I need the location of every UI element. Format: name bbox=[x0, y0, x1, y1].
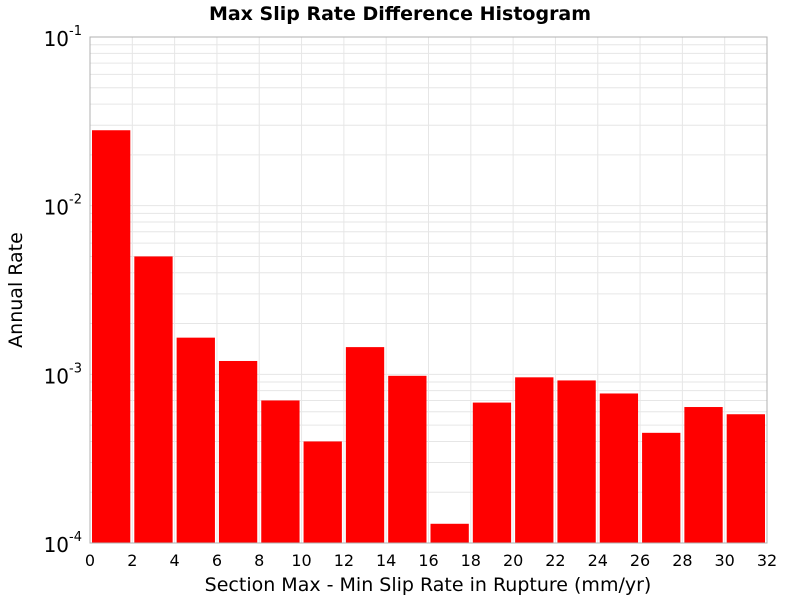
x-tick-label: 6 bbox=[212, 551, 222, 570]
x-tick-label: 22 bbox=[545, 551, 565, 570]
x-tick-label: 14 bbox=[376, 551, 396, 570]
histogram-bar bbox=[557, 380, 596, 543]
x-tick-label: 2 bbox=[127, 551, 137, 570]
x-tick-label: 32 bbox=[757, 551, 777, 570]
histogram-bar bbox=[303, 441, 342, 543]
y-axis-label: Annual Rate bbox=[5, 232, 27, 348]
x-tick-label: 8 bbox=[254, 551, 264, 570]
histogram-bar bbox=[642, 432, 681, 543]
x-tick-label: 10 bbox=[291, 551, 311, 570]
y-tick-label: 10-2 bbox=[44, 193, 82, 220]
histogram-bar bbox=[726, 414, 765, 543]
x-tick-label: 28 bbox=[672, 551, 692, 570]
y-tick-label: 10-3 bbox=[44, 361, 82, 388]
histogram-bar bbox=[261, 400, 300, 543]
y-tick-label: 10-1 bbox=[44, 24, 82, 51]
histogram-bar bbox=[345, 347, 385, 543]
bars bbox=[92, 130, 765, 543]
x-tick-label: 20 bbox=[503, 551, 523, 570]
histogram-bar bbox=[176, 337, 215, 543]
histogram-bar bbox=[599, 393, 639, 543]
x-tick-label: 24 bbox=[588, 551, 608, 570]
histogram-bar bbox=[430, 523, 469, 543]
x-tick-label: 12 bbox=[334, 551, 354, 570]
x-tick-label: 16 bbox=[418, 551, 438, 570]
plot-frame bbox=[89, 36, 768, 544]
chart-title: Max Slip Rate Difference Histogram bbox=[209, 3, 591, 25]
histogram-bar bbox=[92, 130, 131, 543]
histogram-bar bbox=[218, 360, 258, 543]
x-tick-label: 4 bbox=[170, 551, 180, 570]
x-tick-label: 18 bbox=[461, 551, 481, 570]
histogram-bar bbox=[515, 377, 554, 543]
plot-area bbox=[89, 36, 768, 544]
x-tick-label: 30 bbox=[715, 551, 735, 570]
x-axis-ticks: 0 2 4 6 8 10 12 14 16 18 20 22 24 26 28 30 32 bbox=[85, 551, 777, 570]
y-tick-label: 10-4 bbox=[44, 530, 82, 557]
histogram-bar bbox=[684, 407, 723, 543]
histogram-bar bbox=[134, 256, 173, 543]
histogram-bar bbox=[388, 375, 427, 543]
x-axis-label: Section Max - Min Slip Rate in Rupture (… bbox=[205, 574, 652, 596]
y-axis-ticks: 10-1 10-2 10-3 10-4 bbox=[44, 24, 82, 557]
x-tick-label: 0 bbox=[85, 551, 95, 570]
x-tick-label: 26 bbox=[630, 551, 650, 570]
histogram-bar bbox=[472, 402, 512, 543]
